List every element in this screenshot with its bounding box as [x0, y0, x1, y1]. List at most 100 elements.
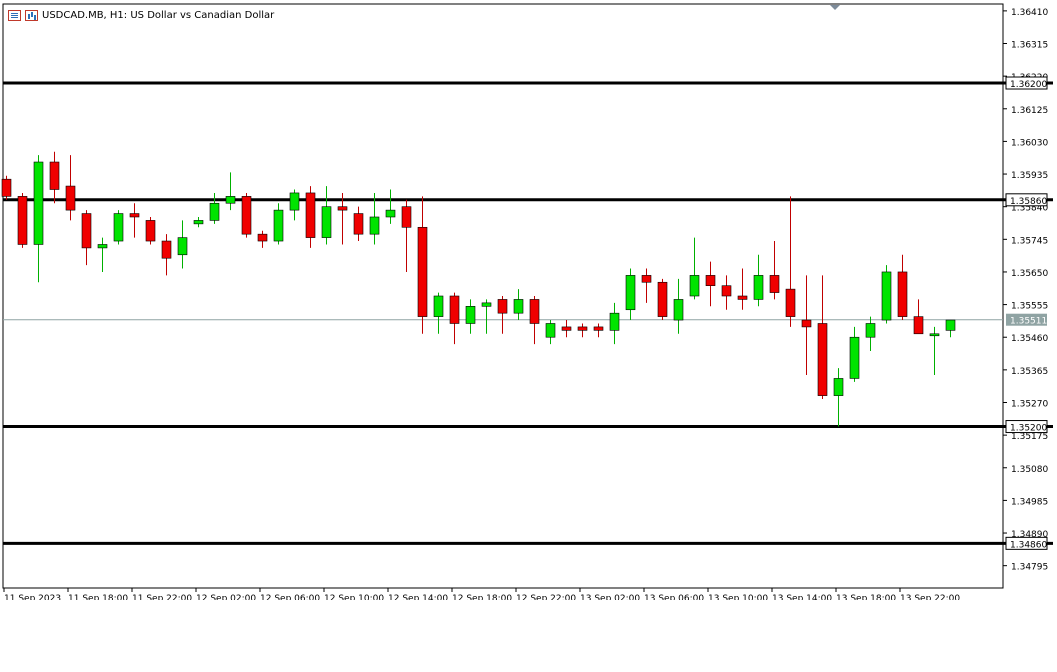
candle-body	[753, 275, 764, 300]
candle	[929, 326, 940, 376]
candle	[337, 192, 348, 245]
candle	[81, 210, 92, 266]
candle-body	[433, 295, 444, 317]
candle-body	[577, 326, 588, 331]
candle-body	[321, 206, 332, 238]
candle-body	[785, 288, 796, 317]
candle	[833, 368, 844, 427]
symbol-title: USDCAD.MB, H1: US Dollar vs Canadian Dol…	[42, 9, 275, 21]
candle	[657, 278, 668, 321]
candle	[289, 189, 300, 221]
candle-body	[769, 275, 780, 293]
candle	[369, 192, 380, 245]
candle	[161, 234, 172, 276]
candle-body	[209, 202, 220, 221]
candle	[529, 296, 540, 345]
candle	[193, 216, 204, 228]
candle-body	[161, 240, 172, 259]
candle	[241, 192, 252, 238]
chart-menu-icon[interactable]	[8, 9, 21, 21]
candle	[817, 275, 828, 400]
level-label-box	[1005, 76, 1048, 90]
candle-body	[353, 213, 364, 235]
candle	[673, 278, 684, 334]
chart-title-bar: USDCAD.MB, H1: US Dollar vs Canadian Dol…	[8, 7, 274, 23]
candle-body	[513, 299, 524, 314]
x-tick-label: 11 Sep 22:00	[132, 594, 192, 600]
candle	[785, 196, 796, 327]
candle-body	[65, 185, 76, 211]
candlestick-chart[interactable]: 1.364101.363151.362201.361251.360301.359…	[0, 0, 1057, 600]
x-tick-label: 13 Sep 14:00	[772, 594, 832, 600]
candle	[593, 323, 604, 338]
candle-body	[465, 306, 476, 324]
candle-body	[385, 209, 396, 218]
candle	[465, 299, 476, 334]
y-tick-label: 1.35175	[1011, 432, 1048, 442]
candle-body	[705, 275, 716, 286]
candle-body	[145, 220, 156, 242]
candle	[513, 289, 524, 321]
candle-body	[689, 275, 700, 297]
candle-body	[97, 244, 108, 249]
x-tick-label: 13 Sep 18:00	[836, 594, 896, 600]
candle-body	[49, 161, 60, 190]
candle-body	[305, 192, 316, 238]
candle	[753, 254, 764, 307]
candle-body	[833, 378, 844, 396]
candle	[545, 320, 556, 345]
x-tick-label: 11 Sep 2023	[4, 594, 61, 600]
candle-body	[673, 299, 684, 321]
x-tick-label: 12 Sep 02:00	[196, 594, 256, 600]
candle	[321, 186, 332, 245]
y-tick-label: 1.34890	[1011, 530, 1048, 540]
candle	[401, 199, 412, 272]
y-tick-label: 1.35840	[1011, 204, 1048, 214]
x-tick-label: 12 Sep 10:00	[324, 594, 384, 600]
candle-body	[737, 295, 748, 300]
candle-body	[241, 196, 252, 235]
y-tick-label: 1.35270	[1011, 399, 1048, 409]
y-tick-label: 1.34985	[1011, 497, 1048, 507]
candle	[865, 316, 876, 351]
candle-body	[401, 206, 412, 228]
candle-body	[849, 336, 860, 379]
candle	[353, 206, 364, 242]
candle-body	[529, 299, 540, 324]
candle	[1, 175, 12, 200]
candle	[209, 192, 220, 224]
candles	[1, 151, 956, 427]
y-tick-label: 1.36315	[1011, 41, 1048, 51]
candle	[945, 319, 956, 338]
candle	[497, 296, 508, 334]
candle	[849, 326, 860, 382]
bar-chart-icon[interactable]	[25, 9, 38, 21]
candle-body	[337, 206, 348, 211]
candle	[481, 299, 492, 334]
candle-body	[625, 275, 636, 311]
candle	[561, 320, 572, 338]
candle	[609, 302, 620, 345]
level-label-box	[1005, 193, 1048, 207]
candle	[721, 275, 732, 310]
candle	[913, 299, 924, 335]
y-tick-label: 1.36125	[1011, 106, 1048, 116]
candle-body	[929, 333, 940, 337]
level-label: 1.35200	[1010, 424, 1047, 434]
y-tick-label: 1.35935	[1011, 171, 1048, 181]
candle-body	[193, 220, 204, 225]
level-label: 1.35860	[1010, 197, 1047, 207]
candle-body	[561, 326, 572, 331]
level-label: 1.36200	[1010, 80, 1047, 90]
candle	[625, 268, 636, 321]
candle	[881, 265, 892, 324]
x-tick-label: 12 Sep 14:00	[388, 594, 448, 600]
candle	[577, 323, 588, 338]
x-tick-label: 12 Sep 06:00	[260, 594, 320, 600]
x-tick-label: 13 Sep 06:00	[644, 594, 704, 600]
chart-area[interactable]: 1.364101.363151.362201.361251.360301.359…	[0, 0, 1057, 600]
candle	[769, 241, 780, 300]
candle-body	[177, 237, 188, 256]
candle-body	[113, 213, 124, 242]
candle	[177, 220, 188, 269]
